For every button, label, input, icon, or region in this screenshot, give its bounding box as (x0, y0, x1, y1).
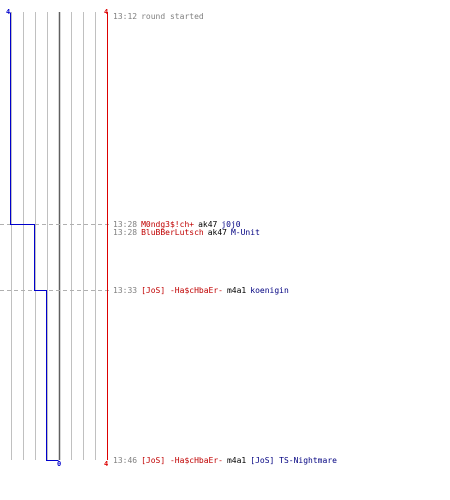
event-time: 13:28 (113, 228, 138, 237)
score-bottom-center: 0 (57, 460, 62, 468)
weapon-name: ak47 (198, 220, 218, 229)
score-top-right: 4 (104, 8, 109, 16)
killer-name: [JoS] -Ha$cHbaEr- (141, 456, 223, 465)
killer-name: BluBBerLutsch (141, 228, 204, 237)
victim-name: M-Unit (230, 228, 260, 237)
killer-name: [JoS] -Ha$cHbaEr- (141, 286, 223, 295)
weapon-name: ak47 (207, 228, 227, 237)
victim-name: j0j0 (221, 220, 241, 229)
score-top-left: 4 (6, 8, 11, 16)
killer-name: M0ndg3$!ch+ (141, 220, 195, 229)
event-time: 13:46 (113, 456, 138, 465)
score-bottom-right: 4 (104, 460, 109, 468)
timeline-grid (11, 12, 108, 460)
victim-name: koenigin (250, 286, 289, 295)
event-kill: 13:46 [JoS] -Ha$cHbaEr-m4a1 [JoS] TS-Night… (113, 456, 341, 465)
weapon-name: m4a1 (226, 456, 247, 465)
team-a-score-line (10, 12, 59, 461)
event-time: 13:33 (113, 286, 138, 295)
event-kill: 13:28 M0ndg3$!ch+ ak47 j0j0 (113, 220, 245, 229)
event-message: round started (141, 12, 204, 21)
event-guide-lines (0, 224, 112, 291)
event-round-start: 13:12 round started (113, 12, 208, 21)
event-time: 13:12 (113, 12, 138, 21)
victim-name: [JoS] TS-Nightmare (250, 456, 337, 465)
event-kill: 13:28 BluBBerLutsch ak47 M-Unit (113, 228, 264, 237)
event-kill: 13:33 [JoS] -Ha$cHbaEr-m4a1 koenigin (113, 286, 293, 295)
event-time: 13:28 (113, 220, 138, 229)
weapon-name: m4a1 (226, 286, 247, 295)
